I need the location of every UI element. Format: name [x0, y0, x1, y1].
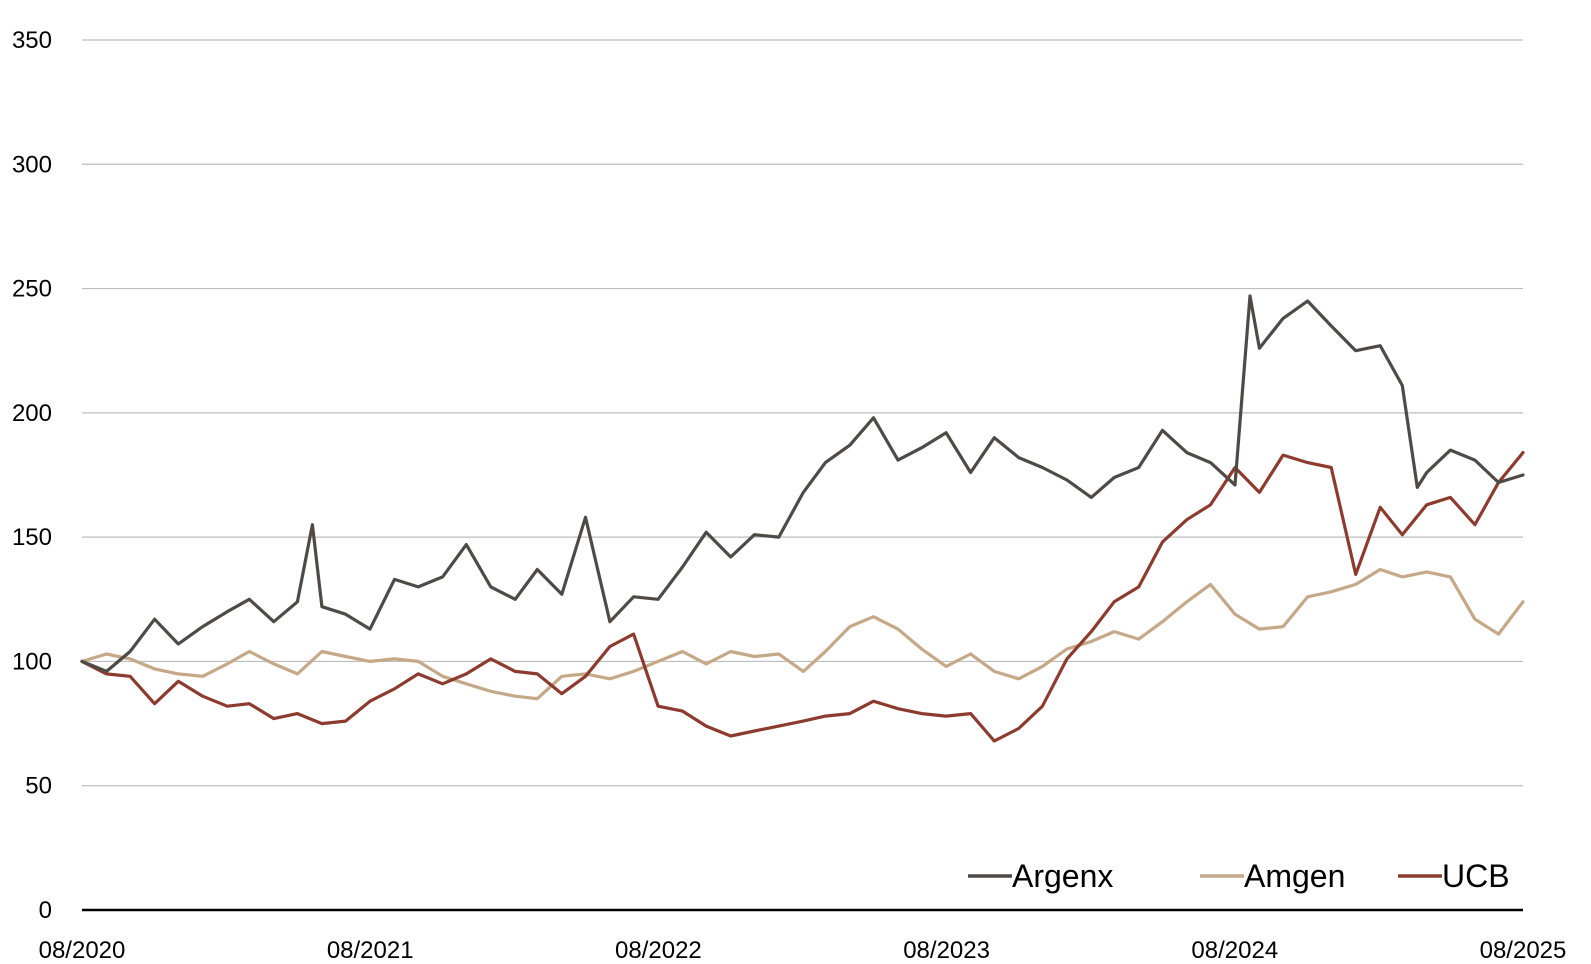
y-axis-ticks: 0 50 100 150 200 250 300 350 — [12, 27, 52, 924]
legend-label-amgen: Amgen — [1244, 858, 1345, 894]
x-tick-label: 08/2025 — [1480, 937, 1567, 964]
x-axis-ticks: 08/2020 08/2021 08/2022 08/2023 08/2024 08/20… — [39, 937, 1567, 964]
legend-label-argenx: Argenx — [1012, 858, 1113, 894]
legend-label-ucb: UCB — [1442, 858, 1510, 894]
series-line-amgen — [80, 567, 1525, 701]
gridlines — [82, 39, 1523, 787]
y-tick-label: 50 — [25, 773, 52, 800]
x-tick-label: 08/2021 — [327, 937, 414, 964]
y-tick-label: 300 — [12, 151, 52, 178]
y-tick-label: 100 — [12, 648, 52, 675]
y-tick-label: 350 — [12, 27, 52, 54]
y-tick-label: 150 — [12, 524, 52, 551]
x-tick-label: 08/2020 — [39, 937, 126, 964]
legend: Argenx Amgen UCB — [968, 858, 1510, 894]
x-tick-label: 08/2024 — [1191, 937, 1278, 964]
x-tick-label: 08/2022 — [615, 937, 702, 964]
series-line-ucb — [80, 451, 1525, 743]
x-tick-label: 08/2023 — [903, 937, 990, 964]
series-lines — [80, 294, 1525, 743]
series-line-argenx — [80, 294, 1525, 674]
y-tick-label: 250 — [12, 276, 52, 303]
y-tick-label: 0 — [39, 897, 52, 924]
y-tick-label: 200 — [12, 400, 52, 427]
